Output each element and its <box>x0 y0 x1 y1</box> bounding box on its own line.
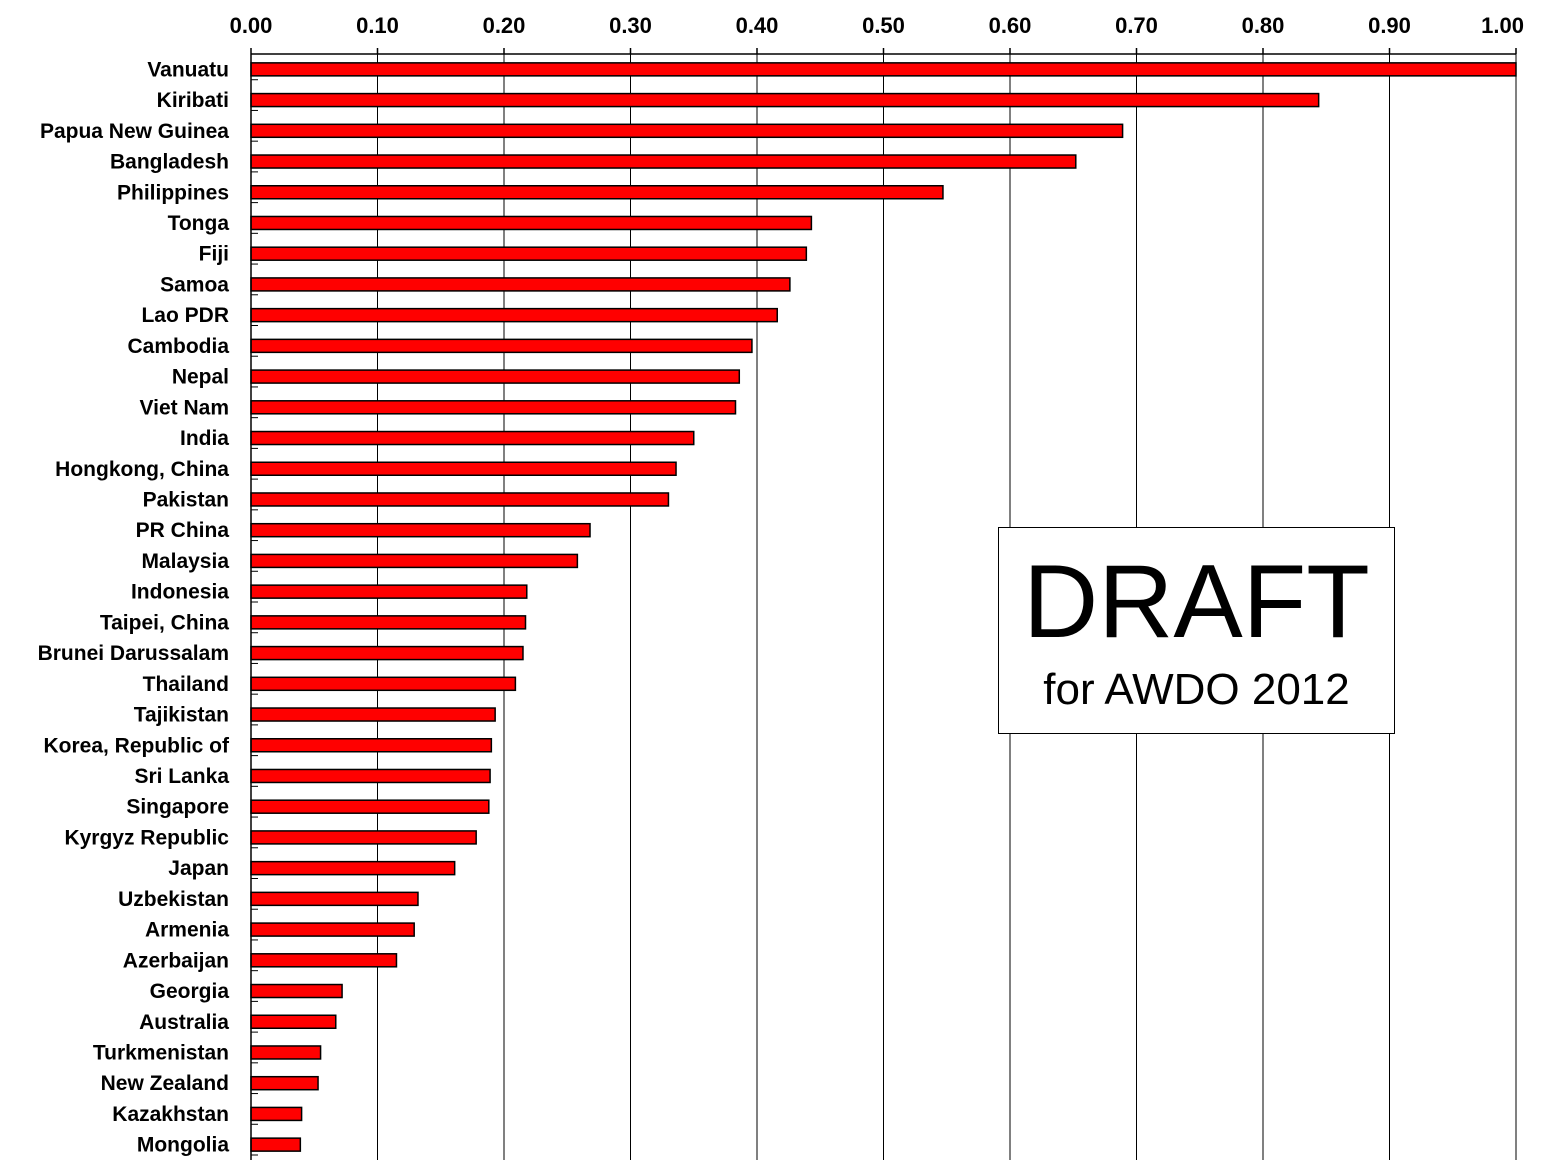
labels: 0.00 0.10 0.20 0.30 0.40 0.50 0.60 0.70 0.80 0.90… <box>38 13 1524 1157</box>
category-label-kyrgyz-republic: Kyrgyz Republic <box>64 826 229 849</box>
bar-india <box>250 430 695 446</box>
category-label-fiji: Fiji <box>199 243 229 266</box>
x-tick-label-0.50: 0.50 <box>862 13 905 38</box>
category-label-georgia: Georgia <box>150 980 230 1003</box>
category-label-singapore: Singapore <box>126 796 229 819</box>
bar-hongkong-china <box>250 461 677 476</box>
bar-pr-china <box>250 522 591 538</box>
bar-kiribati <box>250 92 1320 108</box>
x-tick-label-1.00: 1.00 <box>1481 13 1524 38</box>
bar-japan <box>250 860 456 876</box>
x-tick-label-0.10: 0.10 <box>356 13 399 38</box>
category-label-mongolia: Mongolia <box>137 1134 229 1157</box>
bar-new-zealand <box>250 1075 319 1091</box>
bar-armenia <box>250 922 415 937</box>
category-label-thailand: Thailand <box>143 673 229 696</box>
category-label-korea-republic-of: Korea, Republic of <box>43 734 230 757</box>
x-tick-label-0.00: 0.00 <box>230 13 273 38</box>
bar-bangladesh <box>250 154 1077 169</box>
category-label-turkmenistan: Turkmenistan <box>93 1041 229 1064</box>
bar-australia <box>250 1014 337 1029</box>
bar-papua-new-guinea <box>250 123 1124 139</box>
category-label-tonga: Tonga <box>168 212 230 235</box>
category-label-kiribati: Kiribati <box>157 89 229 112</box>
draft-watermark-box: DRAFT for AWDO 2012 <box>998 527 1395 734</box>
category-label-india: India <box>180 427 229 450</box>
category-label-armenia: Armenia <box>145 919 229 942</box>
bar-lao-pdr <box>250 307 778 323</box>
bar-thailand <box>250 676 517 692</box>
bar-mongolia <box>250 1137 302 1152</box>
category-label-sri-lanka: Sri Lanka <box>134 765 229 788</box>
category-label-pakistan: Pakistan <box>143 488 229 511</box>
bar-sri-lanka <box>250 768 491 784</box>
category-label-malaysia: Malaysia <box>141 550 229 573</box>
bar-philippines <box>250 185 944 200</box>
bar-turkmenistan <box>250 1045 322 1060</box>
category-label-brunei-darussalam: Brunei Darussalam <box>38 642 229 665</box>
bar-uzbekistan <box>250 891 419 907</box>
bar-georgia <box>250 983 343 999</box>
category-label-philippines: Philippines <box>117 181 229 204</box>
bar-samoa <box>250 277 791 292</box>
bar-fiji <box>250 246 808 261</box>
category-label-viet-nam: Viet Nam <box>140 396 230 419</box>
axes <box>250 48 1517 1160</box>
category-label-papua-new-guinea: Papua New Guinea <box>40 120 229 143</box>
bar-korea-republic-of <box>250 738 493 753</box>
category-label-japan: Japan <box>168 857 229 880</box>
category-label-cambodia: Cambodia <box>127 335 229 358</box>
x-tick-label-0.80: 0.80 <box>1242 13 1285 38</box>
category-label-uzbekistan: Uzbekistan <box>118 888 229 911</box>
category-label-azerbaijan: Azerbaijan <box>123 949 229 972</box>
x-tick-label-0.30: 0.30 <box>609 13 652 38</box>
category-label-taipei-china: Taipei, China <box>100 611 229 634</box>
category-label-australia: Australia <box>139 1011 229 1034</box>
category-label-pr-china: PR China <box>136 519 230 542</box>
bar-singapore <box>250 799 490 814</box>
bar-viet-nam <box>250 400 737 415</box>
bar-malaysia <box>250 553 579 569</box>
category-label-lao-pdr: Lao PDR <box>141 304 229 327</box>
x-tick-label-0.60: 0.60 <box>989 13 1032 38</box>
x-tick-label-0.40: 0.40 <box>736 13 779 38</box>
bar-taipei-china <box>250 615 527 630</box>
bar-pakistan <box>250 492 670 507</box>
bar-nepal <box>250 369 741 384</box>
draft-watermark-subtitle: for AWDO 2012 <box>1043 665 1350 714</box>
x-tick-label-0.20: 0.20 <box>483 13 526 38</box>
category-label-kazakhstan: Kazakhstan <box>112 1103 229 1126</box>
category-label-hongkong-china: Hongkong, China <box>55 458 229 481</box>
category-label-indonesia: Indonesia <box>131 581 229 604</box>
bar-indonesia <box>250 584 528 599</box>
bar-kazakhstan <box>250 1106 303 1122</box>
bar-cambodia <box>250 338 753 354</box>
x-tick-label-0.90: 0.90 <box>1368 13 1411 38</box>
category-label-bangladesh: Bangladesh <box>110 151 229 174</box>
bars <box>250 62 1517 1152</box>
category-label-tajikistan: Tajikistan <box>134 704 229 727</box>
bar-tajikistan <box>250 707 496 722</box>
category-label-nepal: Nepal <box>172 366 229 389</box>
bar-azerbaijan <box>250 953 398 968</box>
category-label-samoa: Samoa <box>160 273 229 296</box>
draft-watermark-title: DRAFT <box>1023 544 1370 660</box>
bar-tonga <box>250 215 813 231</box>
bar-kyrgyz-republic <box>250 830 477 845</box>
category-label-new-zealand: New Zealand <box>101 1072 229 1095</box>
x-tick-label-0.70: 0.70 <box>1115 13 1158 38</box>
bar-vanuatu <box>250 62 1517 77</box>
bar-brunei-darussalam <box>250 645 524 661</box>
category-label-vanuatu: Vanuatu <box>147 58 229 81</box>
